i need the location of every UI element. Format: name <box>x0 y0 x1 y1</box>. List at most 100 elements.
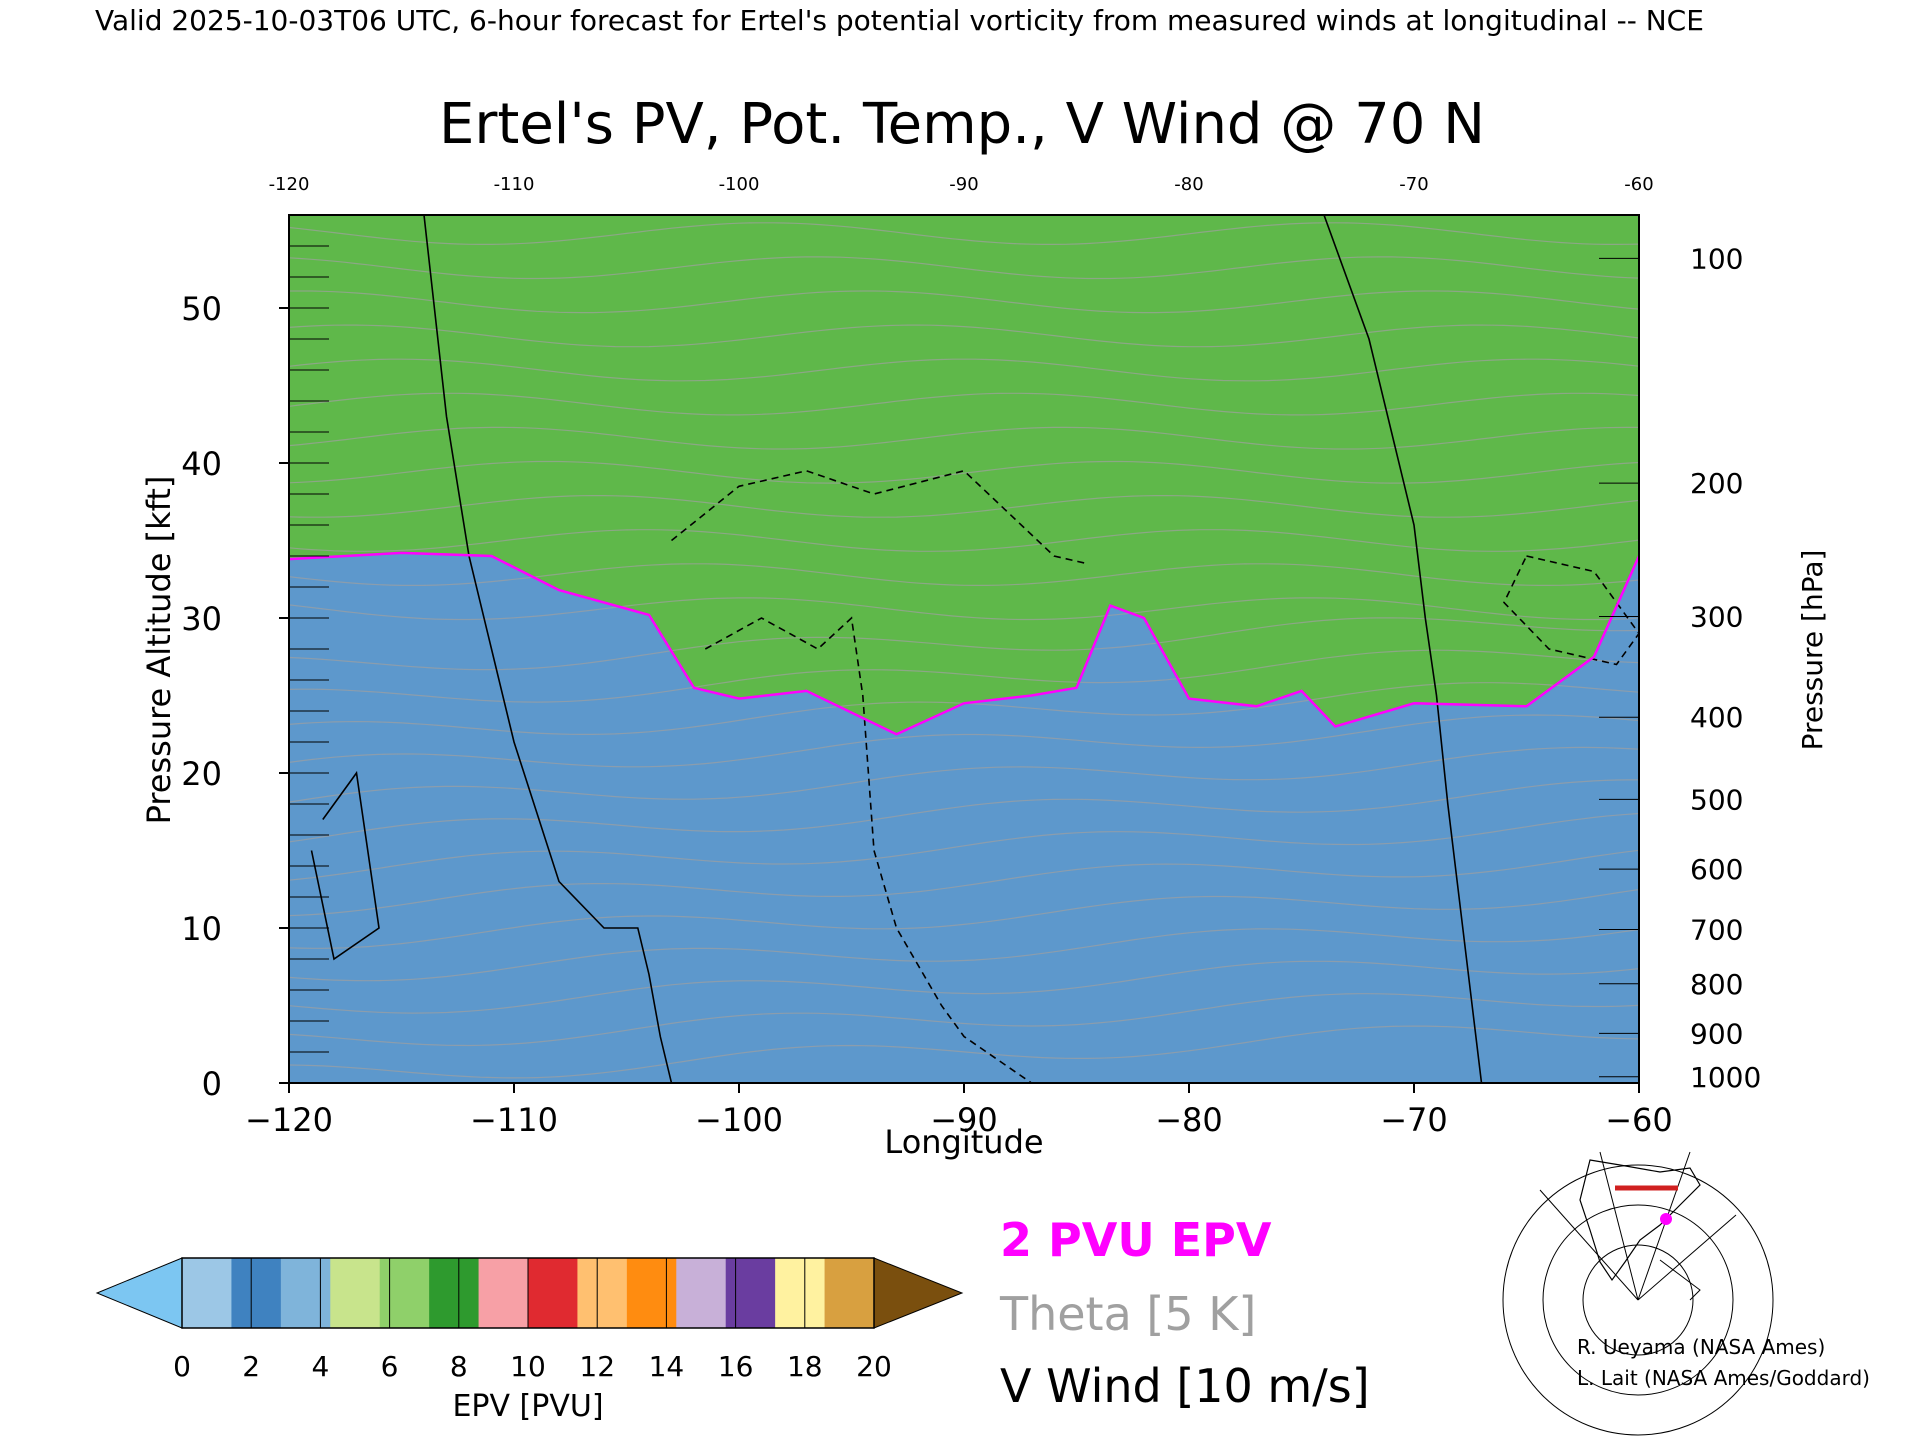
theta-line <box>289 256 1639 280</box>
x-top-tick-label: -90 <box>949 174 978 195</box>
pressure-tick-label: 900 <box>1690 1017 1743 1050</box>
colorbar-swatch <box>676 1258 727 1328</box>
theta-line <box>289 649 1639 703</box>
vwind-contour-0 <box>423 215 673 1083</box>
pressure-tick-label: 200 <box>1690 467 1743 500</box>
pv-layer-1 <box>289 215 1639 735</box>
pressure-tick-label: 800 <box>1690 968 1743 1001</box>
theta-line <box>289 563 1639 586</box>
y-axis-right: 100 200 300 400 500 600 700 800 900 1000 <box>1599 242 1761 1094</box>
colorbar-swatch <box>824 1258 875 1328</box>
legend-vwind: V Wind [10 m/s] <box>1000 1359 1370 1413</box>
credit-line-2: L. Lait (NASA Ames/Goddard) <box>1577 1366 1870 1390</box>
theta-line <box>289 392 1639 416</box>
theta-line <box>289 714 1639 768</box>
colorbar-over-arrow <box>873 1257 964 1329</box>
colorbar-tick-label: 4 <box>311 1350 329 1383</box>
vwind-contour-3 <box>704 616 1032 1083</box>
x-tick-label: −100 <box>695 1101 783 1139</box>
y-axis-label: Pressure Altitude [kft] <box>140 476 178 825</box>
colorbar-tick-label: 8 <box>450 1350 468 1383</box>
colorbar-under-arrow <box>95 1257 183 1329</box>
theta-line <box>289 779 1639 843</box>
y-axis-left: 0 10 20 30 40 50 <box>181 245 329 1103</box>
x-tick-label: −120 <box>245 1101 333 1139</box>
vwind-contour-1 <box>1323 215 1483 1083</box>
pv-color-fill <box>289 215 1639 1083</box>
epv-2pvu-line <box>289 551 1639 736</box>
x-tick-label: −80 <box>1155 1101 1223 1139</box>
x-axis-top: -120 -110 -100 -90 -80 -70 -60 <box>269 174 1654 195</box>
colorbar-tick-label: 6 <box>381 1350 399 1383</box>
theta-line <box>289 222 1639 245</box>
colorbar-tick-label: 20 <box>856 1350 892 1383</box>
colorbar-swatch <box>775 1258 826 1328</box>
x-top-tick-label: -120 <box>269 174 310 195</box>
x-top-tick-label: -70 <box>1399 174 1428 195</box>
theta-line <box>289 597 1639 621</box>
colorbar: 0 2 4 6 8 10 12 14 16 18 20 <box>95 1257 964 1383</box>
colorbar-label: EPV [PVU] <box>452 1389 603 1424</box>
colorbar-tick-label: 2 <box>242 1350 260 1383</box>
theta-line <box>289 358 1639 382</box>
colorbar-swatch <box>429 1258 480 1328</box>
colorbar-swatch <box>182 1258 232 1328</box>
legend-epv-line: 2 PVU EPV <box>1000 1213 1272 1267</box>
y-tick-label: 50 <box>181 290 222 328</box>
theta-line <box>289 746 1639 803</box>
theta-line <box>289 324 1639 348</box>
theta-line <box>289 426 1639 450</box>
chart-title: Ertel's PV, Pot. Temp., V Wind @ 70 N <box>439 92 1485 157</box>
theta-line <box>289 290 1639 314</box>
theta-line <box>289 460 1639 484</box>
theta-line <box>289 849 1639 917</box>
x-top-tick-label: -100 <box>719 174 760 195</box>
colorbar-swatch <box>280 1258 331 1328</box>
pressure-tick-label: 600 <box>1690 853 1743 886</box>
x-top-tick-label: -110 <box>494 174 535 195</box>
pressure-tick-label: 700 <box>1690 914 1743 947</box>
colorbar-swatch <box>725 1258 776 1328</box>
vwind-contour-5 <box>1503 555 1639 666</box>
pressure-axis-label: Pressure [hPa] <box>1796 550 1829 751</box>
colorbar-swatch <box>379 1258 430 1328</box>
colorbar-tick-label: 18 <box>787 1350 823 1383</box>
x-tick-label: −70 <box>1380 1101 1448 1139</box>
colorbar-swatch <box>330 1258 381 1328</box>
valid-time-header: Valid 2025-10-03T06 UTC, 6-hour forecast… <box>95 4 1704 37</box>
colorbar-tick-label: 14 <box>649 1350 685 1383</box>
x-tick-label: −90 <box>930 1101 998 1139</box>
theta-line <box>289 812 1639 881</box>
colorbar-tick-label: 12 <box>579 1350 615 1383</box>
colorbar-tick-label: 0 <box>173 1350 191 1383</box>
pressure-tick-label: 100 <box>1690 242 1743 275</box>
pressure-tick-label: 1000 <box>1690 1061 1761 1094</box>
pressure-tick-label: 400 <box>1690 701 1743 734</box>
colorbar-tick-label: 10 <box>510 1350 546 1383</box>
x-top-tick-label: -80 <box>1174 174 1203 195</box>
legend-theta: Theta [5 K] <box>999 1287 1256 1341</box>
colorbar-swatch <box>478 1258 529 1328</box>
x-axis-bottom: −120 −110 −100 −90 −80 −70 −60 <box>245 1083 1673 1139</box>
vwind-contour-2 <box>670 469 1088 565</box>
theta-line <box>289 960 1639 1014</box>
credit-line-1: R. Ueyama (NASA Ames) <box>1577 1335 1825 1359</box>
x-top-tick-label: -60 <box>1624 174 1653 195</box>
theta-line <box>289 1025 1639 1079</box>
pressure-tick-label: 500 <box>1690 783 1743 816</box>
x-axis-label: Longitude <box>884 1123 1043 1161</box>
theta-line <box>289 888 1639 949</box>
theta-line <box>289 617 1639 671</box>
colorbar-tick-label: 16 <box>718 1350 754 1383</box>
colorbar-swatch <box>626 1258 677 1328</box>
theta-line <box>289 495 1639 518</box>
theta-contours <box>289 222 1639 1079</box>
y-tick-label: 0 <box>202 1065 222 1103</box>
x-tick-label: −110 <box>470 1101 558 1139</box>
pressure-tick-label: 300 <box>1690 600 1743 633</box>
y-tick-label: 10 <box>181 910 222 948</box>
theta-line <box>289 529 1639 552</box>
theta-line <box>289 928 1639 982</box>
y-tick-label: 20 <box>181 755 222 793</box>
inset-map <box>1502 1151 1774 1436</box>
